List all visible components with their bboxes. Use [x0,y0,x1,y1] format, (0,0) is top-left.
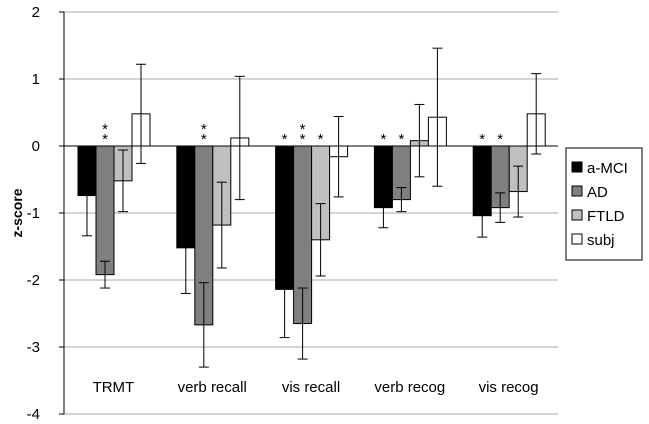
significance-star: * [300,121,306,138]
legend-label-ad: AD [587,184,608,201]
legend-label-a-mci: a-MCI [587,160,628,177]
y-tick-label: 1 [32,71,40,88]
bar-ad-0 [95,145,115,276]
y-tick-label: -1 [27,205,40,222]
significance-star: * [380,131,386,148]
x-category-label: verb recall [178,379,247,396]
x-category-label: vis recog [479,379,539,396]
legend-label-ftld: FTLD [587,208,625,225]
significance-markers: ***** *** * * * * [102,121,503,148]
y-tick-label: 0 [32,138,40,155]
significance-star: * [102,131,108,148]
legend-swatch-ftld [571,209,583,221]
significance-star: * [497,131,503,148]
significance-star: * [201,121,207,138]
significance-star: * [318,131,324,148]
significance-star: * [479,131,485,148]
significance-star: * [300,131,306,148]
legend-swatch-a-mci [571,161,583,173]
x-category-label: verb recog [374,379,445,396]
y-tick-label: -3 [27,339,40,356]
bars [77,113,546,326]
x-category-label: TRMT [93,379,135,396]
significance-star: * [282,131,288,148]
legend-label-subj: subj [587,232,615,249]
error-bars [82,47,542,368]
labels: z-score TRMT verb recall vis recall verb re… [9,188,539,396]
significance-star: * [201,131,207,148]
y-tick-label: 2 [32,4,40,21]
y-tick-label: -2 [27,272,40,289]
legend: a-MCI AD FTLD subj [565,147,643,261]
x-category-label: vis recall [282,379,340,396]
legend-swatch-subj [571,233,583,245]
significance-star: * [398,131,404,148]
y-tick-label: -4 [27,406,40,423]
y-axis-label: z-score [9,188,25,237]
legend-swatch-ad [571,185,583,197]
significance-star: * [102,121,108,138]
